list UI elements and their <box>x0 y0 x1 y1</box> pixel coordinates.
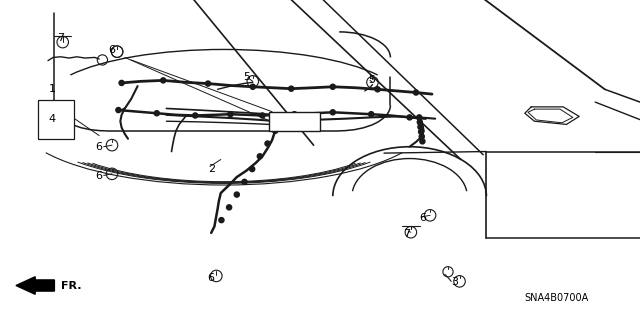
Text: 5: 5 <box>368 75 374 85</box>
Circle shape <box>250 167 255 172</box>
FancyArrow shape <box>16 277 54 294</box>
Text: 6: 6 <box>96 171 102 181</box>
Circle shape <box>119 80 124 85</box>
Text: 7: 7 <box>403 229 410 240</box>
Circle shape <box>242 179 247 184</box>
Circle shape <box>407 115 412 120</box>
Text: 7: 7 <box>57 33 65 43</box>
Circle shape <box>257 154 262 159</box>
Circle shape <box>228 112 233 117</box>
Text: 4: 4 <box>49 114 56 124</box>
Circle shape <box>219 218 224 223</box>
Circle shape <box>417 120 422 125</box>
Circle shape <box>161 78 166 83</box>
Text: 6: 6 <box>109 45 115 56</box>
Circle shape <box>330 84 335 89</box>
Bar <box>38 100 74 139</box>
Circle shape <box>375 87 380 92</box>
Circle shape <box>227 205 232 210</box>
Circle shape <box>369 112 374 117</box>
Text: 1: 1 <box>49 84 56 94</box>
Circle shape <box>413 90 419 95</box>
Text: 5: 5 <box>243 72 250 82</box>
Circle shape <box>273 128 278 133</box>
Circle shape <box>419 129 424 134</box>
Circle shape <box>289 86 294 91</box>
Circle shape <box>330 110 335 115</box>
Circle shape <box>154 111 159 116</box>
Bar <box>269 112 320 131</box>
Text: 6: 6 <box>419 212 426 223</box>
Text: 6: 6 <box>208 273 214 283</box>
Circle shape <box>418 124 423 130</box>
Circle shape <box>234 192 239 197</box>
Circle shape <box>265 141 270 146</box>
Circle shape <box>205 81 211 86</box>
Circle shape <box>116 108 121 113</box>
Text: 6: 6 <box>96 142 102 152</box>
Circle shape <box>193 113 198 118</box>
Text: 2: 2 <box>207 164 215 174</box>
Circle shape <box>420 139 425 144</box>
Text: SNA4B0700A: SNA4B0700A <box>525 293 589 303</box>
Circle shape <box>417 115 422 120</box>
Circle shape <box>260 113 265 118</box>
Text: 3: 3 <box>451 277 458 287</box>
Circle shape <box>292 112 297 117</box>
Text: FR.: FR. <box>61 280 81 291</box>
Circle shape <box>250 84 255 89</box>
Circle shape <box>419 134 424 139</box>
